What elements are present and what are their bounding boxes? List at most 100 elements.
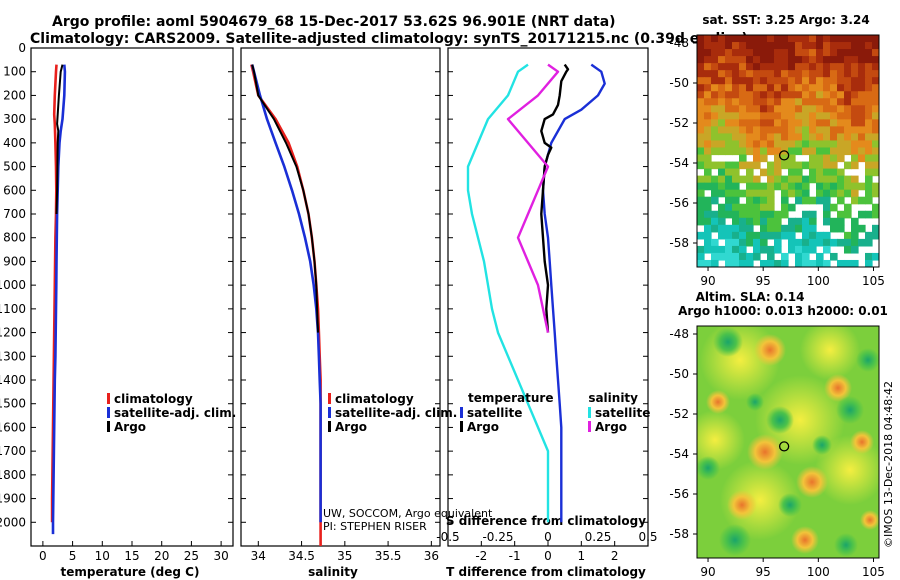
depth-tick-label: 1400: [0, 373, 26, 387]
sst-cell: [816, 140, 824, 149]
sst-cell: [697, 140, 705, 149]
sst-cell: [858, 133, 866, 142]
sst-cell: [795, 126, 803, 135]
sst-cell: [760, 231, 768, 240]
sst-cell: [732, 147, 740, 156]
sst-cell: [767, 147, 775, 156]
s-satellite-difference-line: [466, 63, 550, 523]
legend-climatology: climatology: [335, 392, 414, 406]
sst-cell: [746, 224, 754, 233]
sst-cell: [739, 140, 747, 149]
sst-cell: [816, 168, 824, 177]
sst-cell: [711, 259, 719, 267]
sst-cell: [858, 77, 866, 85]
sst-cell: [760, 42, 768, 50]
map-y-tick-label: -58: [669, 236, 689, 250]
sst-cell: [704, 56, 712, 64]
sst-cell: [753, 189, 761, 198]
sla-argo-location-marker: [778, 441, 790, 452]
sst-cell: [739, 70, 747, 78]
sst-cell: [711, 189, 719, 198]
sla-blob: [747, 434, 783, 470]
sst-cell: [823, 70, 831, 78]
sst-cell: [872, 252, 879, 261]
sst-cell: [781, 49, 789, 57]
sst-cell: [844, 70, 852, 78]
sla-blob: [719, 524, 751, 556]
sst-cell: [746, 203, 754, 212]
sst-cell: [781, 154, 789, 163]
sst-cell: [774, 133, 782, 142]
sst-cell: [865, 182, 873, 191]
sst-cell: [711, 119, 719, 127]
sla-blob: [754, 334, 786, 366]
sst-cell: [767, 91, 775, 99]
sst-cell: [872, 49, 879, 57]
legend-satellite: satellite-adj. clim.: [335, 406, 457, 420]
sst-cell: [816, 63, 824, 71]
sst-cell: [802, 245, 810, 254]
sst-cell: [865, 119, 873, 127]
salinity-x-axis: 34 34.5 35 35.5 36: [251, 541, 439, 563]
sst-cell: [697, 91, 705, 99]
sst-cell: [795, 245, 803, 254]
sst-cell: [718, 168, 726, 177]
sst-cell: [760, 147, 768, 156]
sst-cell: [802, 161, 810, 170]
sst-cell: [718, 84, 726, 92]
sst-cell: [865, 105, 873, 113]
map-x-tick-label: 100: [807, 274, 830, 288]
sst-cell: [725, 238, 733, 247]
sst-cell: [872, 84, 879, 92]
sla-blob: [706, 390, 730, 414]
sst-cell: [732, 112, 740, 120]
sst-cell: [760, 133, 768, 142]
sst-cell: [774, 245, 782, 254]
sst-cell: [865, 147, 873, 156]
sst-cell: [802, 84, 810, 92]
sst-cell: [753, 42, 761, 50]
sst-cell: [851, 196, 859, 205]
sst-cell: [788, 154, 796, 163]
sst-cell: [816, 189, 824, 198]
sst-cell: [725, 119, 733, 127]
sst-cell: [774, 70, 782, 78]
legend-title-temperature: temperature: [468, 391, 553, 405]
sst-cell: [788, 203, 796, 212]
sst-cell: [739, 84, 747, 92]
sst-cell: [823, 182, 831, 191]
difference-series: [466, 63, 606, 523]
sst-cell: [760, 84, 768, 92]
sst-cell: [725, 63, 733, 71]
sst-cell: [725, 252, 733, 261]
sst-cell: [837, 84, 845, 92]
sst-cell: [746, 231, 754, 240]
sst-cell: [858, 210, 866, 219]
sst-cell: [809, 245, 817, 254]
difference-legend: temperature satellite Argo salinity sate…: [460, 391, 650, 434]
s-diff-tick-label: 0.25: [585, 530, 612, 544]
sst-cell: [781, 259, 789, 267]
legend-s-satellite: satellite: [595, 406, 650, 420]
sst-cell: [774, 217, 782, 226]
sst-cell: [788, 140, 796, 149]
sst-cell: [732, 119, 740, 127]
sst-cell: [711, 56, 719, 64]
sst-cell: [830, 189, 838, 198]
legend-swatch-satellite: [107, 407, 110, 418]
sst-cell: [844, 259, 852, 267]
sst-cell: [830, 161, 838, 170]
sst-cell: [697, 119, 705, 127]
sst-cell: [816, 112, 824, 120]
sst-cell: [795, 133, 803, 142]
sst-cell: [767, 196, 775, 205]
sst-cell: [760, 77, 768, 85]
sla-map-subtitle: Argo h1000: 0.013 h2000: 0.01: [678, 304, 888, 318]
sst-cell: [697, 49, 705, 57]
sst-cell: [760, 63, 768, 71]
sst-cell: [753, 161, 761, 170]
depth-tick-label: 200: [3, 88, 26, 102]
sst-cell: [788, 42, 796, 50]
sst-cell: [872, 154, 879, 163]
sst-cell: [711, 126, 719, 135]
